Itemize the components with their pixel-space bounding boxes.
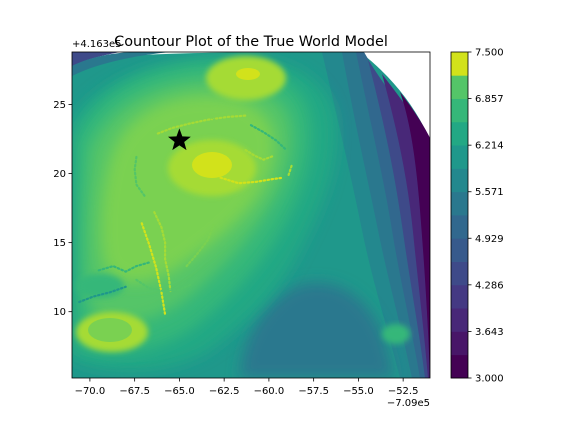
colorbar-band bbox=[451, 121, 468, 146]
trajectory-trace bbox=[135, 278, 193, 293]
trajectory-trace bbox=[244, 149, 276, 161]
colorbar-frame bbox=[450, 51, 469, 379]
x-tick-label: −65.0 bbox=[164, 386, 195, 397]
x-axis: −70.0 −67.5 −65.0 −62.5 −60.0 −57.5 −55.0 −52.5 bbox=[75, 378, 419, 397]
marker-layer bbox=[168, 128, 191, 151]
contour-nw-corner-dark bbox=[72, 52, 120, 66]
colorbar-tick-label: 5.571 bbox=[475, 187, 504, 198]
trajectory-trace bbox=[249, 124, 287, 150]
x-offset-label: −7.09e5 bbox=[387, 398, 430, 409]
trajectory-trace bbox=[219, 176, 285, 185]
colorbar-band bbox=[451, 168, 468, 193]
trajectory-trace bbox=[140, 222, 167, 316]
colorbar-band bbox=[451, 284, 468, 309]
colorbar-band bbox=[451, 98, 468, 123]
y-tick-label: 10 bbox=[53, 307, 66, 318]
x-tick-label: −55.0 bbox=[343, 386, 374, 397]
colorbar-tick-label: 6.857 bbox=[475, 94, 504, 105]
x-tick-label: −57.5 bbox=[298, 386, 329, 397]
colorbar-tick-label: 6.214 bbox=[475, 141, 504, 152]
y-axis: 10 15 20 25 bbox=[53, 100, 72, 318]
colorbar-band bbox=[451, 308, 468, 332]
chart-title: Countour Plot of the True World Model bbox=[114, 34, 388, 50]
x-tick-label: −67.5 bbox=[119, 386, 150, 397]
trajectory-trace bbox=[133, 155, 147, 199]
y-tick-label: 15 bbox=[53, 238, 66, 249]
colorbar-band bbox=[451, 331, 468, 356]
star-marker bbox=[168, 128, 191, 151]
trajectory-trace bbox=[185, 223, 215, 268]
trajectory-trace bbox=[203, 274, 236, 299]
trajectory-trace bbox=[153, 211, 172, 293]
colorbar-band bbox=[451, 145, 468, 169]
plot-frame bbox=[71, 51, 431, 379]
contour-peak-upper-right-core bbox=[236, 68, 260, 80]
colorbar-tick-label: 7.500 bbox=[475, 48, 504, 59]
contour-band-south-dark bbox=[240, 282, 395, 378]
x-tick-label: −60.0 bbox=[254, 386, 285, 397]
x-tick-label: −62.5 bbox=[209, 386, 240, 397]
contour-nw-corner-mid bbox=[72, 52, 170, 76]
trajectory-trace bbox=[287, 162, 294, 176]
colorbar-band bbox=[451, 75, 468, 99]
colorbar: 3.000 3.643 4.286 4.929 5.571 6.214 6.857 7.500 bbox=[450, 48, 504, 385]
trajectory-traces bbox=[78, 113, 294, 316]
contour-peak-lower-left-core bbox=[88, 318, 132, 342]
plot-area bbox=[72, 52, 430, 378]
colorbar-band bbox=[451, 238, 468, 262]
colorbar-band bbox=[451, 261, 468, 286]
y-offset-label: +4.163e5 bbox=[72, 39, 122, 50]
colorbar-tick-label: 4.286 bbox=[475, 280, 504, 291]
colorbar-band bbox=[451, 215, 468, 239]
trajectory-trace bbox=[78, 285, 127, 304]
trajectory-trace bbox=[206, 113, 242, 142]
trajectory-trace bbox=[156, 114, 249, 135]
colorbar-band bbox=[451, 52, 468, 76]
colorbar-tick-label: 3.000 bbox=[475, 374, 504, 385]
colorbar-tick-label: 4.929 bbox=[475, 234, 504, 245]
colorbar-band bbox=[451, 354, 468, 379]
colorbar-band bbox=[451, 191, 468, 216]
y-tick-label: 20 bbox=[53, 169, 66, 180]
contour-peak-center-core bbox=[192, 152, 232, 178]
contour-band-east-6 bbox=[400, 92, 430, 378]
contour-blob-east bbox=[382, 324, 410, 344]
y-tick-label: 25 bbox=[53, 100, 66, 111]
colorbar-tick-label: 3.643 bbox=[475, 327, 504, 338]
x-tick-label: −70.0 bbox=[75, 386, 106, 397]
contour-field bbox=[72, 52, 430, 378]
x-tick-label: −52.5 bbox=[388, 386, 419, 397]
trajectory-trace bbox=[97, 260, 152, 273]
